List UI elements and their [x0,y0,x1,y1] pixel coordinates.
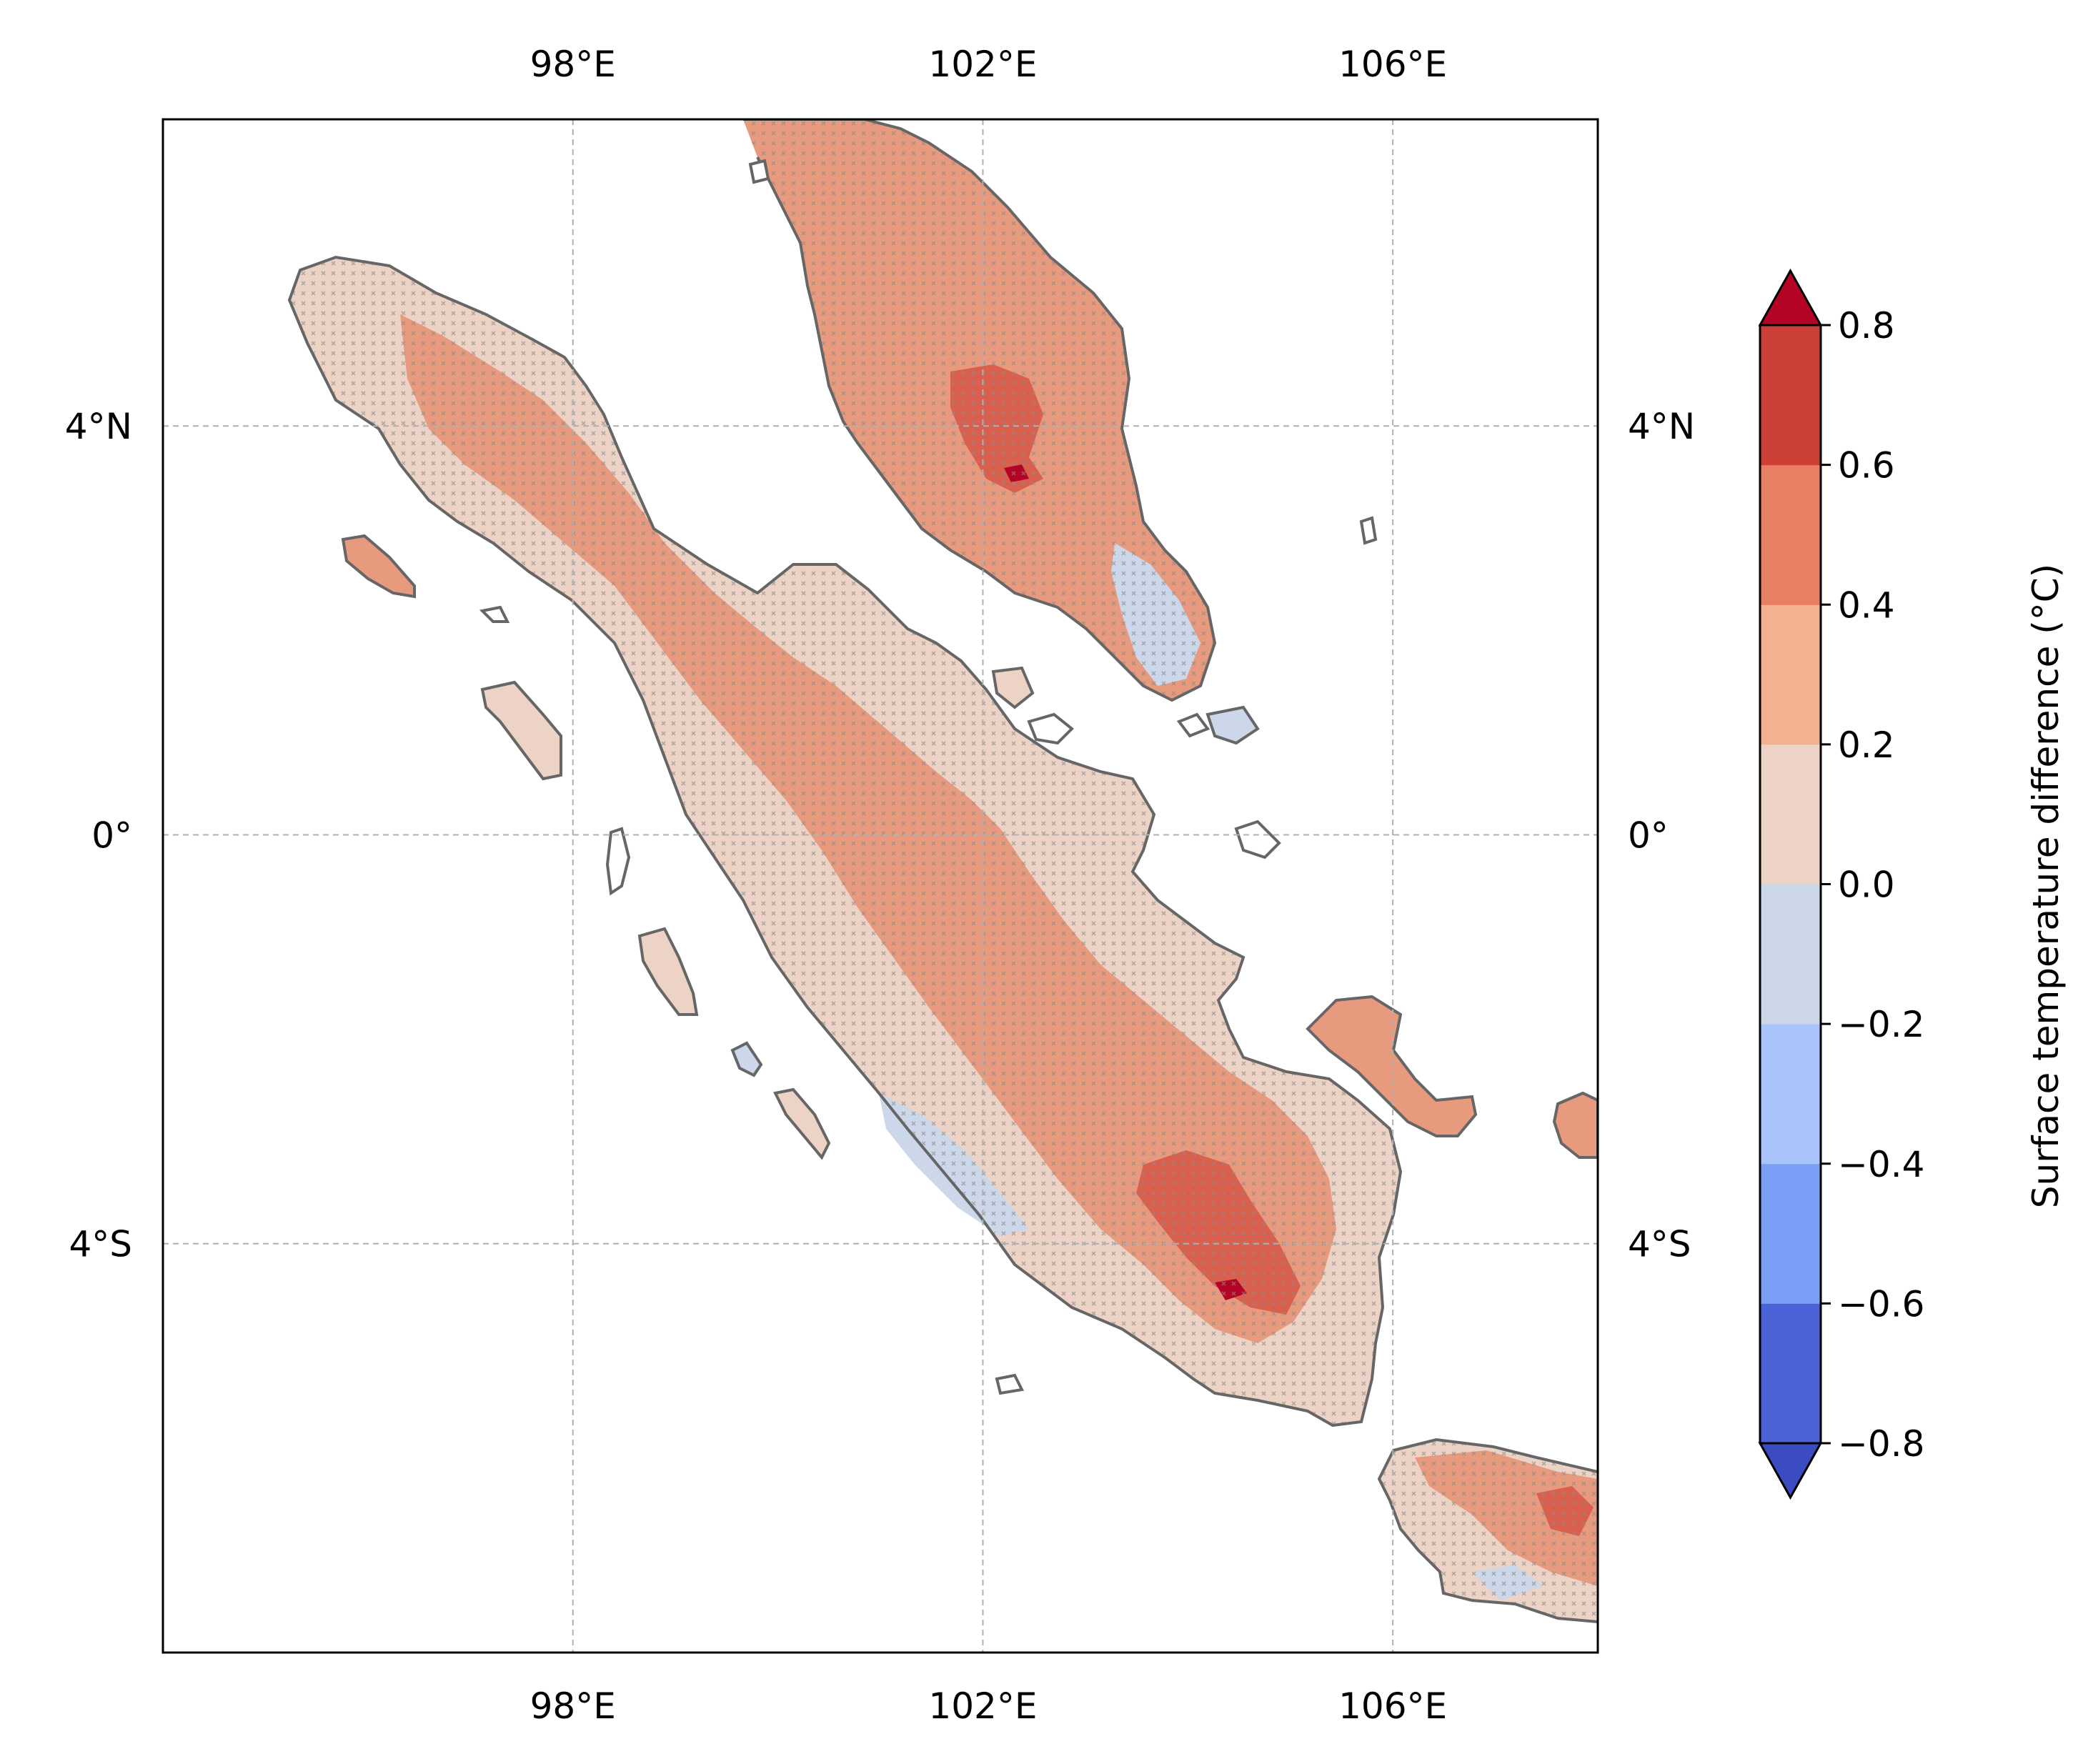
riau-island-2 [1027,712,1074,745]
colorbar-tick-label-1: −0.6 [1838,1283,1924,1325]
x-tick-bottom-98e: 98°E [530,1685,616,1727]
bangka-island [1306,995,1478,1137]
x-tick-top-98e: 98°E [530,44,616,85]
riau-island-3 [1205,705,1260,745]
map-frame [161,118,1599,1654]
colorbar-segments [1760,325,1821,1444]
gridlines [163,119,1598,1653]
riau-island-6 [748,159,770,184]
colorbar-tick-label-0: −0.8 [1838,1423,1924,1465]
x-tick-bottom-102e: 102°E [928,1685,1037,1727]
y-tick-labels-left: 4°N 0° 4°S [65,406,132,1265]
simeulue-island [341,534,416,599]
colorbar-segment-5 [1760,604,1821,745]
sumatra-hatch [289,257,1401,1425]
belitung-island [1552,1091,1598,1159]
riau-island-5 [1176,712,1210,738]
y-tick-labels-right: 4°N 0° 4°S [1628,406,1695,1265]
siberut-island [637,927,699,1016]
map-land [287,119,1598,1623]
small-island-3 [995,1373,1024,1395]
pagai-island [773,1087,831,1160]
nias-island [480,680,562,781]
colorbar: −0.8 −0.6 −0.4 −0.2 0.0 0.2 0.4 0.6 0.8 Surface … [1758,268,2067,1500]
riau-island-4 [1234,819,1281,859]
small-island-2 [479,605,510,623]
colorbar-segment-6 [1760,464,1821,605]
colorbar-tick-label-4: 0.0 [1838,864,1895,906]
x-tick-labels-bottom: 98°E 102°E 106°E [530,1685,1448,1727]
colorbar-tick-label-2: −0.4 [1838,1144,1924,1185]
colorbar-tick-label-5: 0.2 [1838,724,1895,766]
colorbar-extend-under [1758,1442,1823,1500]
x-tick-top-106e: 106°E [1338,44,1447,85]
x-tick-top-102e: 102°E [928,44,1037,85]
colorbar-segment-1 [1760,1163,1821,1304]
x-tick-bottom-106e: 106°E [1338,1685,1447,1727]
small-island-1 [605,827,631,896]
sumatra-coastline [287,255,1403,1427]
malay-coastline [743,119,1217,702]
riau-island-1 [991,666,1035,709]
colorbar-segment-4 [1760,744,1821,885]
colorbar-tick-label-3: −0.2 [1838,1004,1924,1045]
riau-island-7 [1359,516,1378,545]
x-tick-labels-top: 98°E 102°E 106°E [530,44,1448,85]
y-tick-left-0: 0° [91,814,132,856]
sipora-island [730,1041,763,1077]
colorbar-segment-7 [1760,325,1821,466]
colorbar-tick-label-8: 0.8 [1838,305,1895,347]
y-tick-left-4n: 4°N [65,406,132,447]
y-tick-right-4s: 4°S [1628,1224,1691,1265]
colorbar-tick-label-6: 0.4 [1838,584,1895,626]
colorbar-segment-2 [1760,1024,1821,1165]
colorbar-tick-label-7: 0.6 [1838,445,1895,487]
java-hatch [1379,1440,1598,1622]
colorbar-extend-over [1758,268,1823,327]
colorbar-segment-0 [1760,1303,1821,1444]
y-tick-left-4s: 4°S [69,1224,132,1265]
y-tick-right-4n: 4°N [1628,406,1695,447]
colorbar-segment-3 [1760,884,1821,1025]
y-tick-right-0: 0° [1628,814,1669,856]
colorbar-ticks: −0.8 −0.6 −0.4 −0.2 0.0 0.2 0.4 0.6 0.8 [1821,305,1924,1465]
java-coastline [1377,1437,1598,1623]
colorbar-label: Surface temperature difference (°C) [2025,564,2067,1208]
malay-hatch [743,119,1215,700]
